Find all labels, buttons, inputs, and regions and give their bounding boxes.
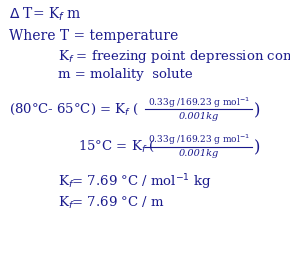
Text: 0.001kg: 0.001kg <box>179 149 219 158</box>
Text: ): ) <box>254 139 260 156</box>
Text: 0.001kg: 0.001kg <box>179 112 219 121</box>
Text: 15°C = K$_f$ (: 15°C = K$_f$ ( <box>78 139 155 154</box>
Text: Where T = temperature: Where T = temperature <box>9 29 178 43</box>
Text: 0.33g /169.23 g mol$^{-1}$: 0.33g /169.23 g mol$^{-1}$ <box>148 96 250 110</box>
Text: K$_f$= 7.69 °C / m: K$_f$= 7.69 °C / m <box>58 195 164 211</box>
Text: m = molality  solute: m = molality solute <box>58 68 193 81</box>
Text: K$_f$= 7.69 °C / mol$^{-1}$ kg: K$_f$= 7.69 °C / mol$^{-1}$ kg <box>58 173 212 192</box>
Text: 0.33g /169.23 g mol$^{-1}$: 0.33g /169.23 g mol$^{-1}$ <box>148 133 250 147</box>
Text: $\Delta$ T= K$_f$ m: $\Delta$ T= K$_f$ m <box>9 5 81 23</box>
Text: (80°C- 65°C) = K$_f$ (: (80°C- 65°C) = K$_f$ ( <box>9 102 139 117</box>
Text: K$_f$ = freezing point depression constant: K$_f$ = freezing point depression consta… <box>58 48 290 65</box>
Text: ): ) <box>254 102 260 119</box>
